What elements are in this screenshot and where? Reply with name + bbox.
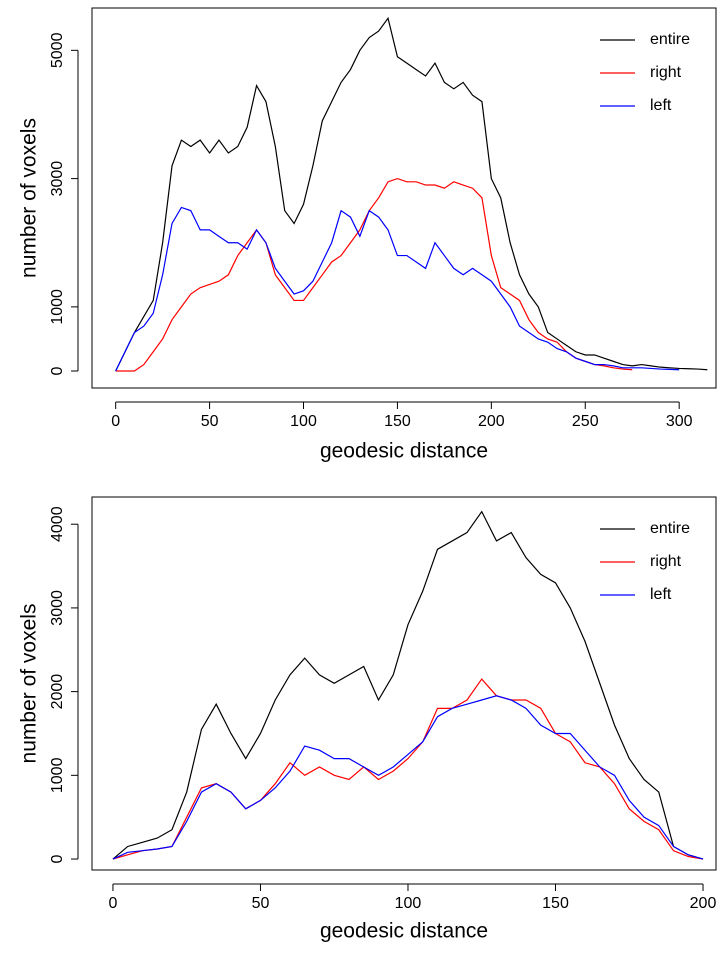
x-tick-label: 100	[290, 413, 317, 430]
x-tick-label: 50	[201, 413, 219, 430]
y-tick-label: 2000	[49, 674, 66, 710]
series-line	[112, 510, 704, 860]
y-tick-label: 0	[49, 854, 66, 863]
y-axis-title: number of voxels	[18, 118, 41, 278]
y-axis-title: number of voxels	[18, 604, 41, 764]
y-tick-label: 1000	[49, 757, 66, 793]
series-line	[112, 695, 704, 860]
x-tick-label: 250	[572, 413, 599, 430]
legend-label: right	[650, 553, 682, 570]
legend-label: right	[650, 64, 682, 81]
legend-label: entire	[650, 31, 690, 48]
y-tick-label: 1000	[49, 289, 66, 325]
x-tick-label: 150	[384, 413, 411, 430]
series-line	[115, 16, 708, 372]
x-tick-label: 0	[111, 413, 120, 430]
y-tick-label: 5000	[49, 32, 66, 68]
y-tick-label: 3000	[49, 161, 66, 197]
x-tick-label: 100	[395, 895, 422, 912]
series-line	[112, 678, 704, 860]
x-axis-title: geodesic distance	[320, 920, 488, 943]
x-tick-label: 200	[690, 895, 717, 912]
series-line	[115, 177, 633, 372]
x-tick-label: 0	[108, 895, 117, 912]
x-axis-title: geodesic distance	[320, 440, 488, 463]
legend-label: left	[650, 97, 672, 114]
x-tick-label: 50	[252, 895, 270, 912]
y-tick-label: 3000	[49, 590, 66, 626]
x-tick-label: 300	[666, 413, 693, 430]
plot-box	[91, 7, 717, 389]
plot-box	[91, 496, 717, 871]
y-tick-label: 4000	[49, 506, 66, 542]
x-tick-label: 200	[478, 413, 505, 430]
legend-label: entire	[650, 520, 690, 537]
x-tick-label: 150	[542, 895, 569, 912]
legend-label: left	[650, 586, 672, 603]
y-tick-label: 0	[49, 366, 66, 375]
series-line	[115, 206, 680, 372]
